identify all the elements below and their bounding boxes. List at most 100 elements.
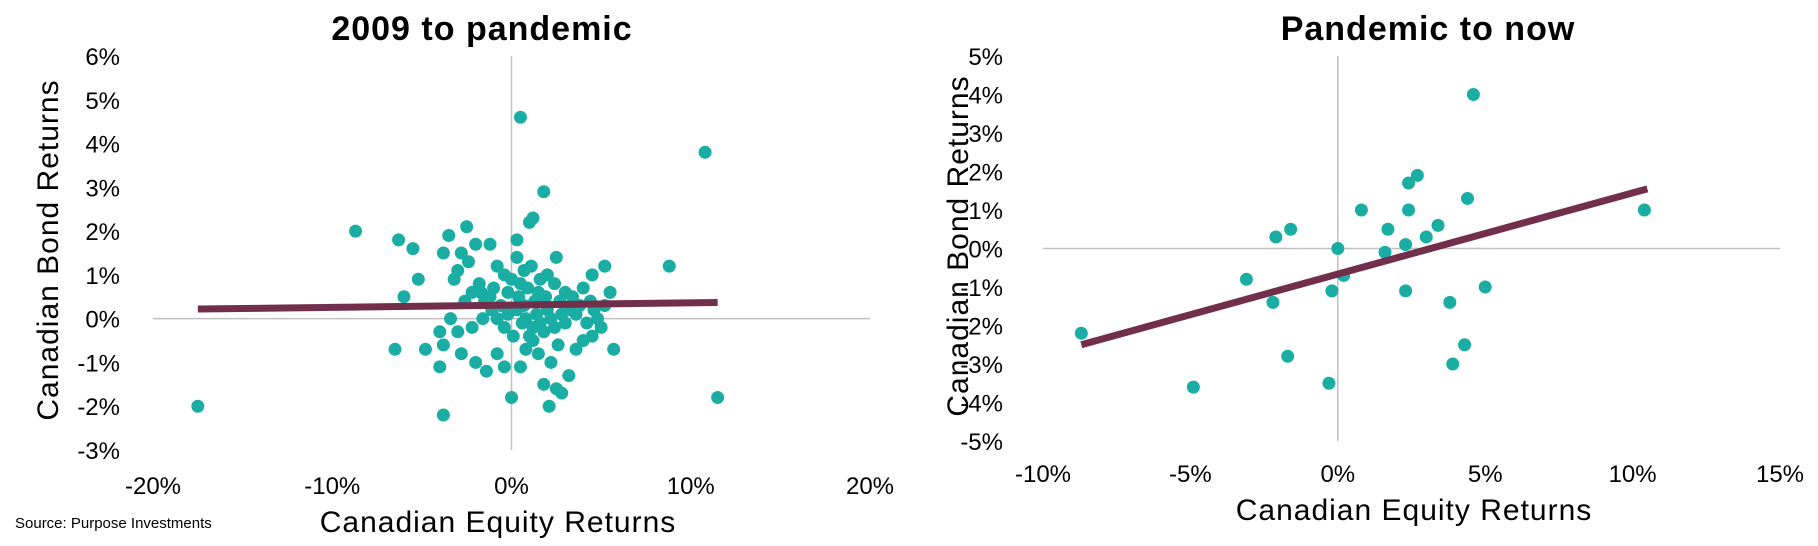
data-point (598, 259, 612, 273)
data-point (539, 290, 553, 304)
data-point (451, 325, 465, 339)
data-point (418, 342, 432, 356)
x-tick-label: 20% (846, 473, 894, 500)
data-point (542, 399, 556, 413)
y-tick-label: 2% (85, 219, 120, 246)
data-point (512, 290, 526, 304)
data-point (585, 329, 599, 343)
data-point (1074, 326, 1088, 340)
y-axis-label: Canadian Bond Returns (32, 79, 65, 420)
data-point (1281, 349, 1295, 363)
y-tick-label: -2% (960, 314, 1003, 341)
y-tick-label: 0% (968, 237, 1003, 264)
data-point (349, 224, 363, 238)
data-point (1284, 222, 1298, 236)
data-point (544, 355, 558, 369)
x-tick-label: -10% (1015, 461, 1071, 488)
data-point (433, 360, 447, 374)
x-tick-label: 5% (1468, 461, 1503, 488)
x-axis-label: Canadian Equity Returns (1236, 494, 1593, 527)
data-point (1446, 357, 1460, 371)
data-point (442, 228, 456, 242)
x-tick-label: 0% (494, 473, 529, 500)
data-point (461, 255, 475, 269)
y-tick-label: -3% (960, 352, 1003, 379)
data-point (436, 338, 450, 352)
data-point (505, 390, 518, 404)
data-point (576, 281, 590, 295)
data-point (533, 272, 547, 286)
data-point (662, 259, 676, 273)
data-point (569, 342, 583, 356)
data-point (549, 250, 563, 264)
y-axis-label: Canadian Bond Returns (942, 75, 975, 416)
data-point (469, 237, 483, 251)
y-tick-label: 1% (85, 263, 120, 290)
data-point (444, 312, 458, 326)
data-point (1458, 338, 1472, 352)
data-point (465, 320, 479, 334)
data-point (388, 342, 402, 356)
y-tick-label: -3% (77, 438, 120, 465)
data-point (510, 250, 524, 264)
y-tick-label: -2% (77, 394, 120, 421)
data-point (591, 312, 605, 326)
data-point (436, 246, 450, 260)
data-point (1399, 238, 1413, 252)
data-point (191, 399, 205, 413)
data-point (392, 233, 406, 247)
y-tick-label: -4% (960, 391, 1003, 418)
data-point (565, 290, 579, 304)
y-tick-label: 2% (968, 160, 1003, 187)
x-tick-label: -20% (125, 473, 181, 500)
data-point (524, 259, 538, 273)
data-point (519, 342, 533, 356)
y-tick-label: 6% (85, 44, 120, 71)
chart-title: 2009 to pandemic (331, 10, 632, 48)
y-tick-label: 1% (968, 198, 1003, 225)
y-tick-label: 3% (968, 121, 1003, 148)
data-point (1239, 272, 1253, 286)
data-point (497, 320, 511, 334)
data-point (1266, 295, 1280, 309)
data-point (537, 377, 551, 391)
data-point (548, 277, 562, 291)
data-point (1461, 191, 1475, 205)
y-tick-label: 5% (968, 44, 1003, 71)
data-point (1402, 203, 1416, 217)
x-tick-label: 15% (1756, 461, 1804, 488)
y-tick-label: 3% (85, 175, 120, 202)
data-point (1399, 284, 1413, 298)
data-point (1325, 284, 1339, 298)
data-point (460, 220, 474, 234)
data-point (436, 408, 450, 422)
x-tick-label: 10% (667, 473, 715, 500)
data-point (490, 312, 504, 326)
data-point (1637, 203, 1651, 217)
data-point (397, 290, 411, 304)
data-point (406, 242, 420, 256)
data-point (558, 316, 572, 330)
data-point (474, 285, 488, 299)
x-tick-label: -10% (304, 473, 360, 500)
data-point (1443, 295, 1457, 309)
data-point (603, 285, 617, 299)
data-point (522, 329, 536, 343)
y-tick-label: -1% (77, 350, 120, 377)
y-tick-label: 4% (85, 132, 120, 159)
data-point (411, 272, 425, 286)
data-point (465, 285, 479, 299)
data-point (521, 281, 535, 295)
data-point (1419, 230, 1433, 244)
data-point (585, 268, 599, 282)
y-tick-label: 5% (85, 88, 120, 115)
x-axis-label: Canadian Equity Returns (320, 506, 677, 539)
data-point (537, 185, 551, 199)
data-point (1381, 222, 1395, 236)
data-point (1410, 168, 1424, 182)
data-point (476, 312, 490, 326)
data-point (1331, 242, 1345, 255)
data-point (483, 237, 497, 251)
data-point (469, 355, 483, 369)
